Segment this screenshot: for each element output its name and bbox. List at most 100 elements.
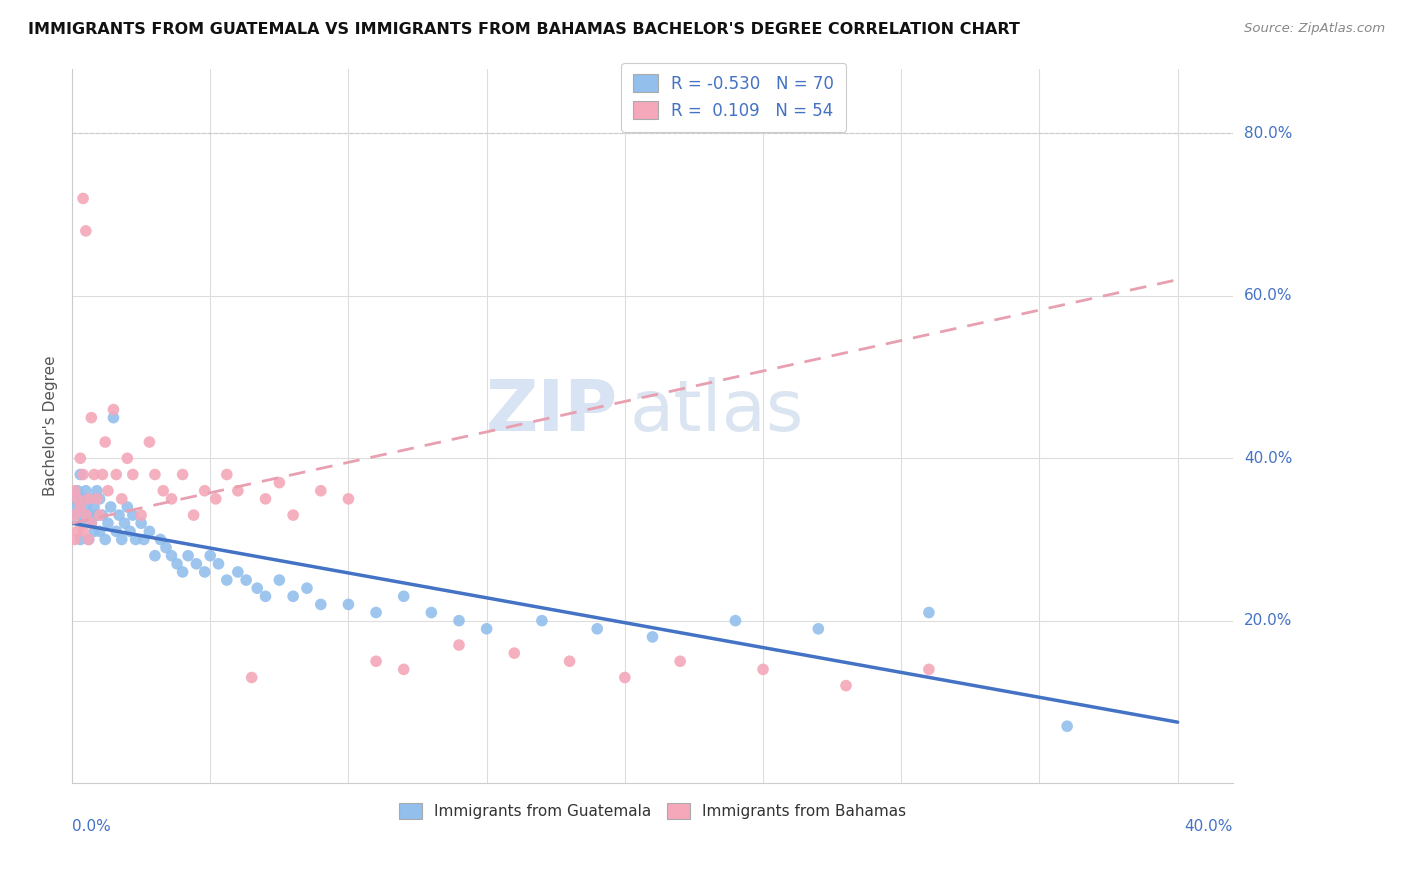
Point xyxy=(66,483,89,498)
Point xyxy=(97,516,120,531)
Point xyxy=(77,533,100,547)
Point xyxy=(392,662,415,676)
Point xyxy=(103,410,125,425)
Point xyxy=(80,516,103,531)
Point xyxy=(246,581,269,595)
Point xyxy=(83,524,105,539)
Text: Source: ZipAtlas.com: Source: ZipAtlas.com xyxy=(1244,22,1385,36)
Point xyxy=(226,483,249,498)
Point xyxy=(89,508,111,522)
Point xyxy=(613,671,636,685)
Point xyxy=(200,549,222,563)
Point xyxy=(75,224,97,238)
Point xyxy=(89,491,111,506)
Point xyxy=(80,410,103,425)
Point xyxy=(337,491,360,506)
Point xyxy=(503,646,526,660)
Text: 40.0%: 40.0% xyxy=(1244,450,1292,466)
Point xyxy=(752,662,775,676)
Point xyxy=(80,516,103,531)
Point xyxy=(807,622,830,636)
Point xyxy=(186,557,208,571)
Point xyxy=(558,654,581,668)
Point xyxy=(281,508,304,522)
Point xyxy=(63,508,86,522)
Point xyxy=(254,590,277,604)
Point xyxy=(72,191,94,205)
Point xyxy=(89,524,111,539)
Point xyxy=(309,483,332,498)
Point xyxy=(177,549,200,563)
Point xyxy=(103,402,125,417)
Legend: Immigrants from Guatemala, Immigrants from Bahamas: Immigrants from Guatemala, Immigrants fr… xyxy=(392,797,912,825)
Point xyxy=(97,483,120,498)
Point xyxy=(117,451,139,466)
Point xyxy=(138,524,160,539)
Point xyxy=(129,516,152,531)
Point xyxy=(121,467,143,482)
Point xyxy=(83,500,105,514)
Point xyxy=(94,435,117,450)
Point xyxy=(69,508,91,522)
Point xyxy=(337,598,360,612)
Point xyxy=(72,524,94,539)
Point xyxy=(117,500,139,514)
Point xyxy=(120,524,142,539)
Point xyxy=(63,533,86,547)
Point xyxy=(105,524,128,539)
Point xyxy=(124,533,146,547)
Point xyxy=(77,491,100,506)
Point xyxy=(114,516,136,531)
Point xyxy=(669,654,692,668)
Text: 80.0%: 80.0% xyxy=(1244,126,1292,141)
Point xyxy=(194,565,217,579)
Point xyxy=(269,573,291,587)
Point xyxy=(69,451,91,466)
Point xyxy=(66,524,89,539)
Point xyxy=(86,483,108,498)
Point xyxy=(281,590,304,604)
Point xyxy=(530,614,553,628)
Text: ZIP: ZIP xyxy=(485,377,617,446)
Point xyxy=(66,500,89,514)
Point xyxy=(108,508,131,522)
Point xyxy=(172,565,194,579)
Point xyxy=(586,622,609,636)
Point xyxy=(724,614,747,628)
Point xyxy=(166,557,188,571)
Point xyxy=(91,508,114,522)
Point xyxy=(918,662,941,676)
Point xyxy=(152,483,174,498)
Point xyxy=(105,467,128,482)
Point xyxy=(420,606,443,620)
Point xyxy=(91,467,114,482)
Point xyxy=(269,475,291,490)
Text: 60.0%: 60.0% xyxy=(1244,288,1292,303)
Point xyxy=(475,622,498,636)
Point xyxy=(66,491,89,506)
Text: atlas: atlas xyxy=(630,377,804,446)
Point xyxy=(1056,719,1078,733)
Point xyxy=(364,606,387,620)
Point xyxy=(160,491,183,506)
Point xyxy=(835,679,858,693)
Point xyxy=(447,614,470,628)
Point xyxy=(77,533,100,547)
Text: 0.0%: 0.0% xyxy=(72,819,111,834)
Point xyxy=(69,467,91,482)
Point xyxy=(111,491,134,506)
Point xyxy=(77,508,100,522)
Point xyxy=(155,541,177,555)
Point xyxy=(111,533,134,547)
Point xyxy=(447,638,470,652)
Point xyxy=(160,549,183,563)
Point xyxy=(72,491,94,506)
Point xyxy=(129,508,152,522)
Point xyxy=(83,467,105,482)
Point xyxy=(295,581,318,595)
Point xyxy=(121,508,143,522)
Text: IMMIGRANTS FROM GUATEMALA VS IMMIGRANTS FROM BAHAMAS BACHELOR'S DEGREE CORRELATI: IMMIGRANTS FROM GUATEMALA VS IMMIGRANTS … xyxy=(28,22,1019,37)
Point xyxy=(309,598,332,612)
Point xyxy=(80,491,103,506)
Text: 40.0%: 40.0% xyxy=(1185,819,1233,834)
